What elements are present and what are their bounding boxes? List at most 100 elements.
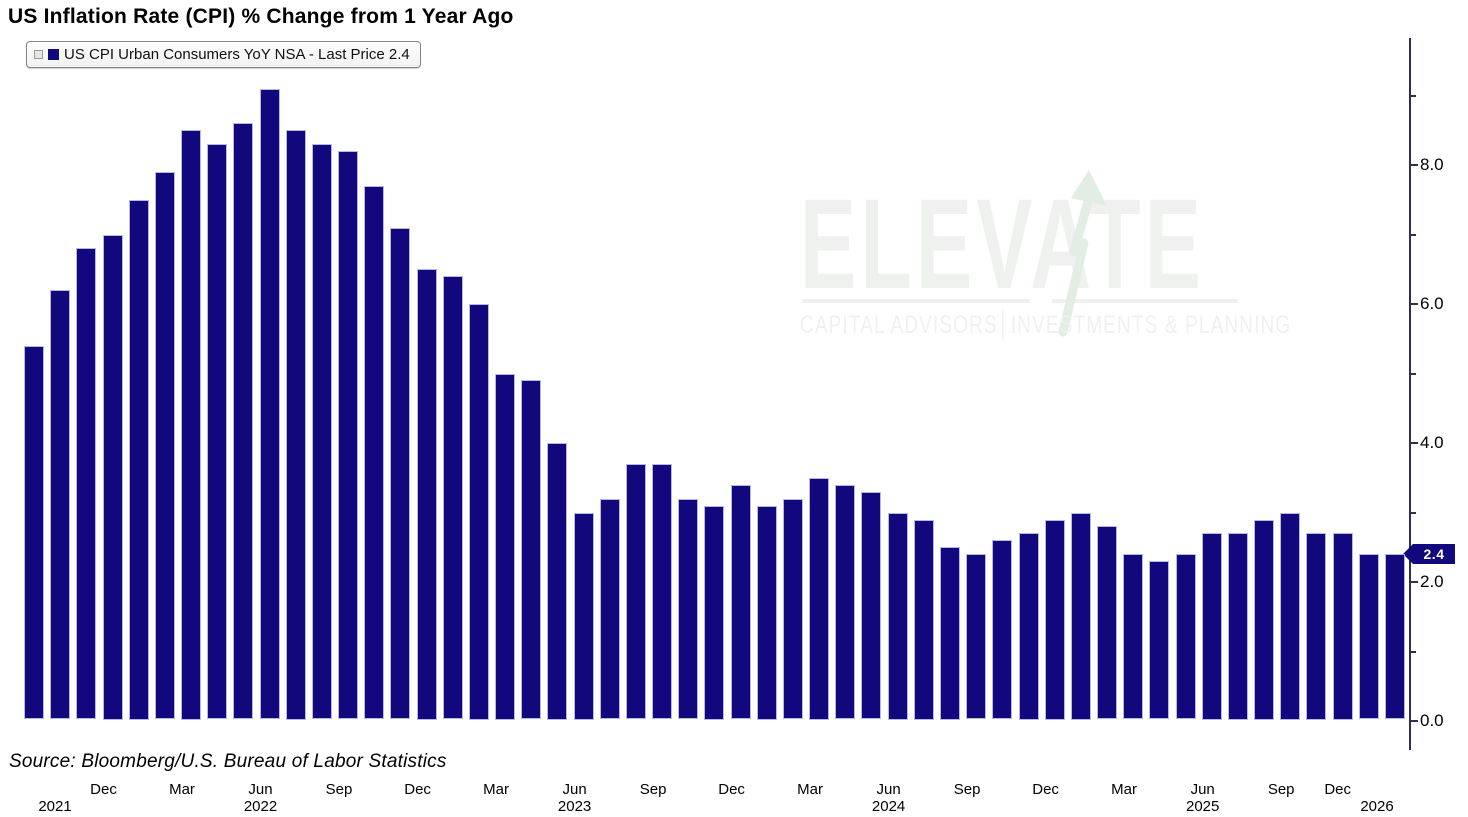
y-axis-tick-label: 6.0 xyxy=(1420,294,1444,313)
bar xyxy=(730,484,751,720)
bar xyxy=(704,505,725,720)
legend-item[interactable]: US CPI Urban Consumers YoY NSA - Last Pr… xyxy=(26,41,421,68)
bar xyxy=(442,276,463,720)
x-axis-month-label: Mar xyxy=(797,781,824,798)
bar xyxy=(1097,526,1117,720)
y-axis-tick xyxy=(1410,164,1418,166)
y-axis-line xyxy=(1409,38,1411,750)
x-axis-month-label: Mar xyxy=(1111,781,1138,798)
bar xyxy=(521,380,542,720)
bar xyxy=(913,519,934,720)
bar xyxy=(861,491,882,720)
bar xyxy=(495,373,516,720)
page-title: US Inflation Rate (CPI) % Change from 1 … xyxy=(8,5,514,28)
bar xyxy=(887,512,908,720)
bar xyxy=(181,130,201,720)
bar xyxy=(992,540,1013,720)
x-axis-month-label: Sep xyxy=(639,781,667,798)
x-axis-month-label: Sep xyxy=(325,781,353,798)
x-axis-month-label: Jun xyxy=(562,781,587,798)
bar xyxy=(599,498,620,720)
y-axis-minor-tick xyxy=(1410,650,1416,653)
x-axis-year-label: 2023 xyxy=(557,798,592,815)
bar xyxy=(311,144,332,720)
y-axis-tick-label: 0.0 xyxy=(1420,711,1444,730)
last-price-marker: 2.4 xyxy=(1413,544,1455,565)
x-axis-year-label: 2022 xyxy=(243,798,278,815)
x-axis-year-label: 2024 xyxy=(871,798,906,815)
y-axis-minor-tick xyxy=(1410,511,1416,514)
y-axis-tick xyxy=(1410,303,1418,305)
bar xyxy=(573,512,594,720)
bar xyxy=(468,304,489,720)
x-axis-month-label: Dec xyxy=(1032,781,1059,798)
y-axis-tick-label: 8.0 xyxy=(1420,155,1444,174)
bar xyxy=(809,477,830,720)
legend-checkbox-icon xyxy=(34,50,43,59)
bar xyxy=(1358,554,1379,720)
bar xyxy=(1254,519,1274,720)
bar xyxy=(966,554,987,720)
bar xyxy=(1070,512,1091,720)
x-axis-month-label: Sep xyxy=(1267,781,1295,798)
bar xyxy=(285,130,306,720)
x-axis-month-label: Dec xyxy=(1324,781,1352,798)
source-note: Source: Bloomberg/U.S. Bureau of Labor S… xyxy=(9,751,447,772)
bar xyxy=(364,185,385,720)
x-axis-month-label: Jun xyxy=(876,781,901,798)
bar xyxy=(1123,554,1144,720)
x-axis-month-label: Sep xyxy=(953,781,981,798)
bar xyxy=(259,88,280,720)
bar xyxy=(1044,519,1065,720)
x-axis-month-label: Dec xyxy=(90,781,117,798)
bar xyxy=(207,144,228,720)
bar xyxy=(24,345,44,720)
x-axis-month-label: Jun xyxy=(248,781,273,798)
y-axis-tick-label: 4.0 xyxy=(1420,433,1444,452)
bar xyxy=(1280,512,1301,720)
bar xyxy=(782,498,803,720)
bar xyxy=(652,463,673,720)
y-axis-tick xyxy=(1410,720,1418,722)
bar xyxy=(756,505,777,720)
y-axis-tick-label: 2.0 xyxy=(1420,572,1444,591)
y-axis-tick xyxy=(1410,442,1418,444)
legend-color-swatch-icon xyxy=(48,49,59,60)
x-axis-month-label: Jun xyxy=(1190,781,1215,798)
x-axis-month-label: Dec xyxy=(404,781,431,798)
y-axis-minor-tick xyxy=(1410,233,1416,236)
bar xyxy=(390,227,411,720)
bar xyxy=(547,443,568,720)
bar xyxy=(128,199,149,720)
bar xyxy=(154,171,175,720)
last-price-marker-arrow-icon xyxy=(1403,544,1413,565)
y-axis-tick xyxy=(1410,581,1418,583)
x-axis-year-label: 2026 xyxy=(1360,798,1394,815)
x-axis-month-label: Dec xyxy=(718,781,745,798)
bar xyxy=(1201,533,1222,720)
legend-label: US CPI Urban Consumers YoY NSA - Last Pr… xyxy=(64,46,410,63)
bar xyxy=(416,269,437,720)
x-axis-year-label: 2025 xyxy=(1186,798,1220,815)
bar xyxy=(1018,533,1039,720)
bar xyxy=(1306,533,1327,720)
x-axis-month-label: Mar xyxy=(169,781,195,798)
bar xyxy=(338,151,358,720)
bar xyxy=(1332,533,1353,720)
bar xyxy=(233,123,254,720)
bar xyxy=(1227,533,1248,720)
x-axis-month-label: Mar xyxy=(483,781,510,798)
y-axis-minor-tick xyxy=(1410,372,1416,375)
bar xyxy=(1175,554,1196,720)
bar xyxy=(50,290,71,720)
bar xyxy=(625,463,646,720)
bar xyxy=(678,498,699,720)
bar xyxy=(835,484,856,720)
x-axis-year-label: 2021 xyxy=(38,798,72,815)
bar xyxy=(940,547,960,720)
bar xyxy=(1149,561,1170,720)
y-axis-minor-tick xyxy=(1410,94,1416,97)
bar xyxy=(1384,554,1405,720)
